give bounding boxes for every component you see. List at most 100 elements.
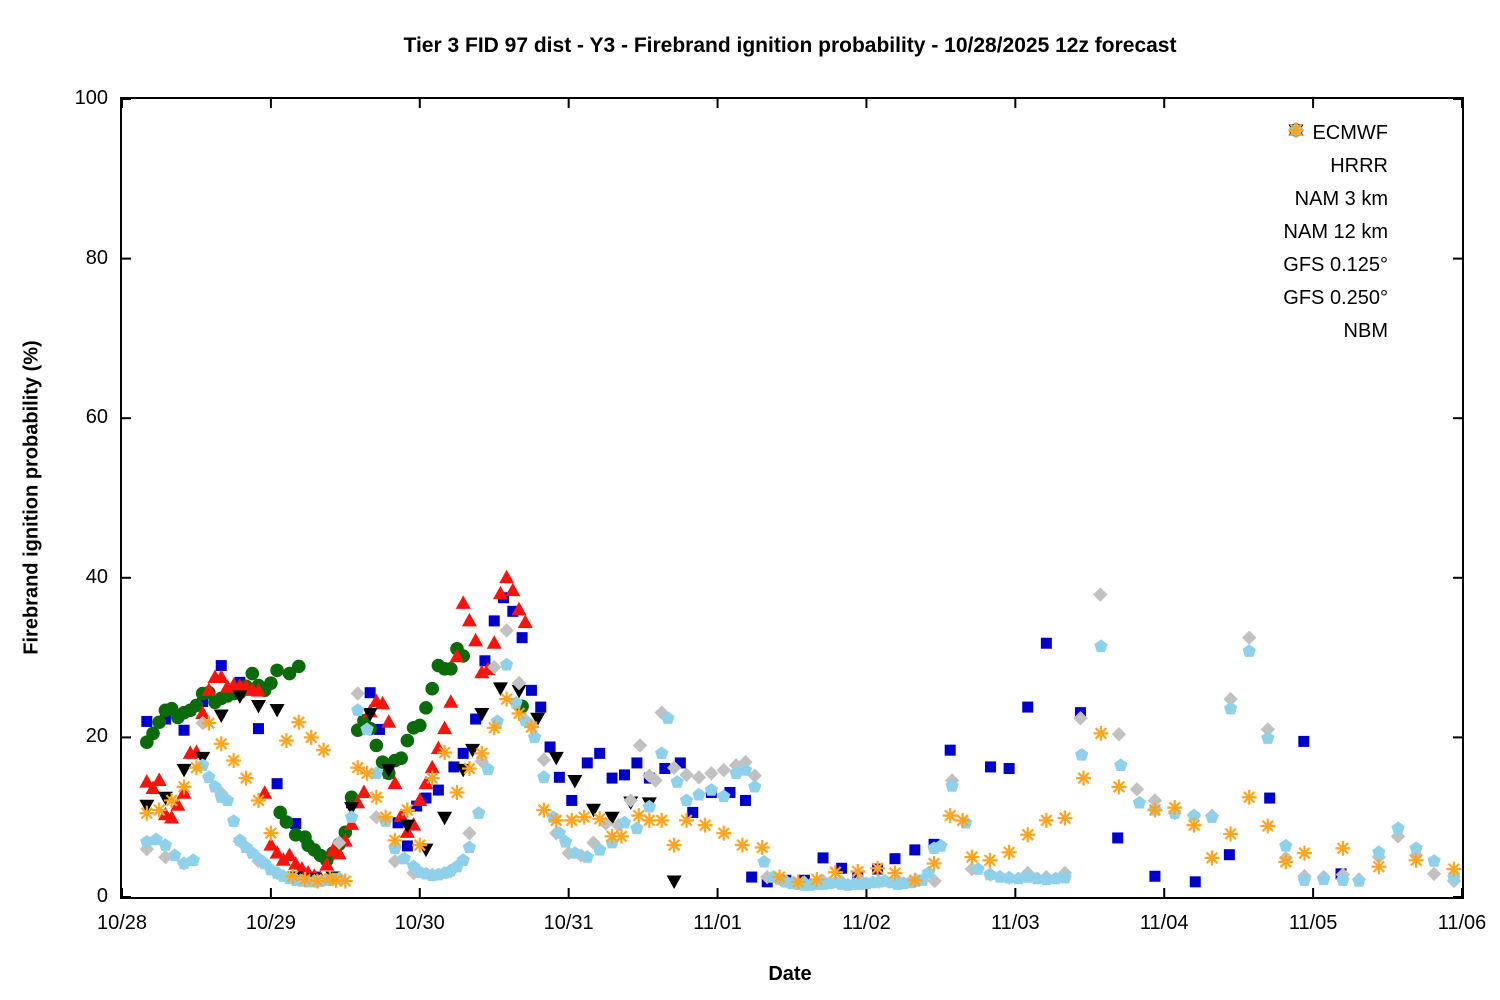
data-point (164, 792, 180, 808)
data-point (1030, 871, 1044, 885)
data-point (487, 659, 502, 675)
data-point (316, 742, 332, 758)
data-point (666, 837, 682, 853)
data-point (149, 832, 163, 846)
data-point (168, 848, 182, 862)
data-point (836, 862, 848, 874)
data-point (1371, 859, 1387, 875)
data-point (479, 655, 491, 667)
data-point (449, 784, 465, 800)
data-point (499, 623, 514, 638)
data-point (827, 864, 843, 880)
data-point (1022, 701, 1034, 713)
data-point (790, 874, 806, 890)
legend-label-nam-3-km: NAM 3 km (1294, 188, 1388, 210)
data-point (642, 799, 656, 813)
data-point (1279, 838, 1293, 852)
data-point (1112, 832, 1124, 844)
data-point (158, 849, 173, 865)
data-point (492, 682, 508, 696)
data-point (425, 681, 439, 696)
data-point (499, 569, 515, 584)
data-point (468, 632, 484, 647)
data-point (419, 701, 433, 715)
nbm-marker-icon (1288, 122, 1304, 138)
data-point (186, 853, 200, 866)
data-point (537, 770, 551, 783)
data-point (568, 846, 582, 859)
data-point (630, 821, 644, 835)
data-point (331, 835, 347, 850)
data-point (666, 875, 682, 890)
data-point (151, 772, 167, 786)
data-point (213, 669, 229, 684)
data-point (474, 707, 490, 722)
data-point (511, 601, 527, 616)
y-tick-label: 40 (85, 565, 108, 588)
data-point (189, 698, 204, 713)
data-point (746, 871, 758, 883)
data-point (271, 778, 283, 790)
data-point (420, 792, 432, 804)
data-point (369, 766, 384, 779)
data-point (692, 787, 706, 801)
data-point (655, 746, 669, 760)
data-point (250, 699, 266, 714)
y-tick-label: 80 (85, 246, 108, 269)
data-point (926, 855, 942, 871)
data-point (632, 738, 648, 753)
data-point (499, 691, 515, 707)
data-point (1335, 840, 1351, 856)
data-point (1093, 587, 1108, 602)
data-point (213, 709, 229, 724)
legend-row: NAM 3 km (1283, 122, 1410, 216)
data-point (443, 661, 458, 676)
data-point (576, 809, 592, 825)
data-point (1260, 722, 1276, 737)
data-point (387, 853, 403, 869)
data-point (1111, 779, 1127, 795)
data-point (909, 844, 921, 856)
data-point (1132, 795, 1147, 809)
data-point (594, 747, 606, 759)
data-point (679, 812, 695, 828)
data-point (593, 842, 607, 856)
data-point (1446, 861, 1462, 877)
scatter-canvas (122, 99, 1462, 897)
data-point (152, 715, 167, 730)
data-point (208, 779, 222, 793)
data-point (1114, 758, 1128, 771)
data-point (889, 853, 901, 865)
data-point (418, 775, 434, 790)
data-point (511, 684, 527, 699)
data-point (1167, 800, 1183, 816)
data-point (344, 802, 360, 816)
data-point (392, 817, 404, 829)
data-point (437, 811, 453, 826)
legend-label-gfs-0-125: GFS 0.125° (1283, 254, 1388, 276)
data-point (394, 751, 408, 765)
legend-row: GFS 0.250° (1283, 123, 1410, 315)
data-point (1205, 810, 1219, 823)
data-point (1049, 871, 1063, 885)
data-point (257, 785, 273, 799)
data-point (1317, 872, 1331, 886)
data-point (1186, 817, 1202, 833)
data-point (661, 711, 675, 724)
data-point (1021, 870, 1035, 883)
data-point (704, 783, 719, 796)
data-point (754, 840, 770, 856)
data-point (455, 595, 471, 609)
data-point (359, 765, 375, 781)
data-point (1075, 747, 1089, 761)
data-point (164, 809, 180, 824)
data-point (145, 780, 161, 794)
data-point (747, 768, 762, 783)
legend-label-nbm: NBM (1343, 320, 1388, 342)
data-point (728, 758, 744, 773)
data-point (1260, 818, 1276, 834)
legend-row: GFS 0.125° (1283, 122, 1410, 282)
x-tick-label: 11/02 (842, 912, 891, 934)
x-axis-label: Date (768, 963, 812, 985)
data-point (197, 695, 209, 707)
